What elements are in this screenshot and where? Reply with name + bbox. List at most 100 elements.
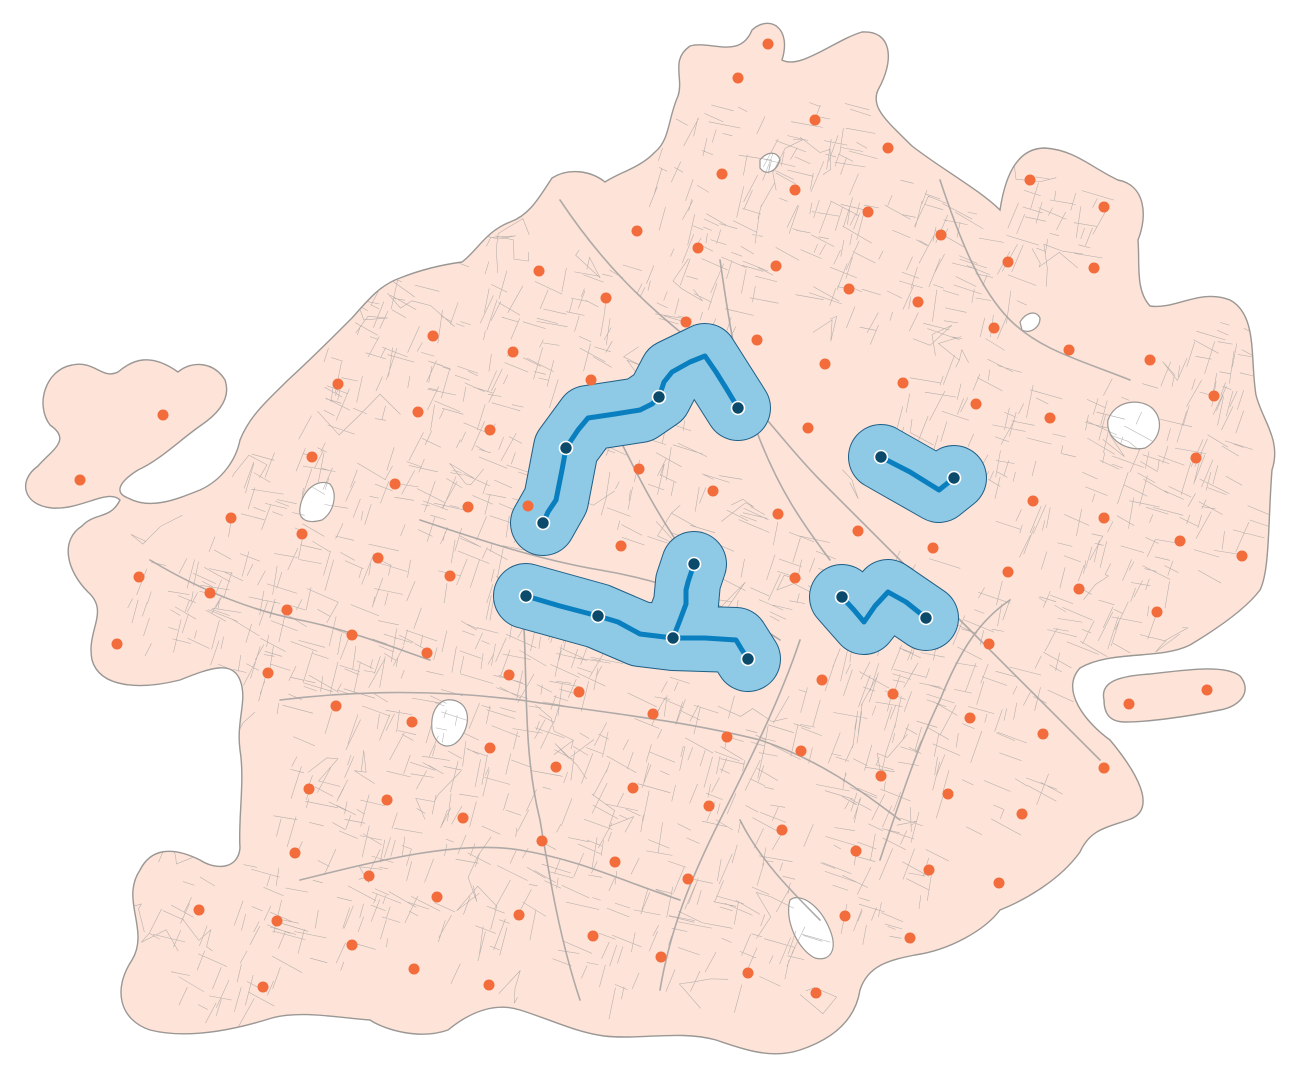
station-marker[interactable] bbox=[703, 800, 715, 812]
station-marker[interactable] bbox=[927, 542, 939, 554]
station-marker[interactable] bbox=[983, 638, 995, 650]
station-marker[interactable] bbox=[1063, 344, 1075, 356]
station-marker[interactable] bbox=[1098, 201, 1110, 213]
station-marker[interactable] bbox=[507, 346, 519, 358]
station-marker[interactable] bbox=[522, 500, 534, 512]
station-marker[interactable] bbox=[1002, 256, 1014, 268]
station-marker[interactable] bbox=[721, 731, 733, 743]
station-marker[interactable] bbox=[627, 782, 639, 794]
route-stop-marker[interactable] bbox=[740, 651, 756, 667]
station-marker[interactable] bbox=[330, 700, 342, 712]
station-marker[interactable] bbox=[372, 552, 384, 564]
station-marker[interactable] bbox=[133, 571, 145, 583]
station-marker[interactable] bbox=[819, 358, 831, 370]
station-marker[interactable] bbox=[332, 378, 344, 390]
station-marker[interactable] bbox=[850, 845, 862, 857]
station-marker[interactable] bbox=[363, 870, 375, 882]
station-marker[interactable] bbox=[536, 835, 548, 847]
route-stop-marker[interactable] bbox=[873, 449, 889, 465]
station-marker[interactable] bbox=[1208, 390, 1220, 402]
station-marker[interactable] bbox=[271, 915, 283, 927]
station-marker[interactable] bbox=[1016, 808, 1028, 820]
station-marker[interactable] bbox=[935, 229, 947, 241]
route-stop-marker[interactable] bbox=[518, 588, 534, 604]
station-marker[interactable] bbox=[923, 864, 935, 876]
station-marker[interactable] bbox=[839, 910, 851, 922]
station-marker[interactable] bbox=[988, 322, 1000, 334]
station-marker[interactable] bbox=[225, 512, 237, 524]
station-marker[interactable] bbox=[810, 987, 822, 999]
station-marker[interactable] bbox=[431, 891, 443, 903]
station-marker[interactable] bbox=[904, 932, 916, 944]
station-marker[interactable] bbox=[550, 761, 562, 773]
station-marker[interactable] bbox=[993, 877, 1005, 889]
station-marker[interactable] bbox=[296, 528, 308, 540]
station-marker[interactable] bbox=[843, 283, 855, 295]
route-stop-marker[interactable] bbox=[535, 515, 551, 531]
station-marker[interactable] bbox=[862, 206, 874, 218]
station-marker[interactable] bbox=[600, 292, 612, 304]
station-marker[interactable] bbox=[421, 647, 433, 659]
station-marker[interactable] bbox=[795, 745, 807, 757]
station-marker[interactable] bbox=[887, 688, 899, 700]
station-marker[interactable] bbox=[970, 398, 982, 410]
station-marker[interactable] bbox=[770, 260, 782, 272]
station-marker[interactable] bbox=[585, 374, 597, 386]
station-marker[interactable] bbox=[389, 478, 401, 490]
station-marker[interactable] bbox=[707, 485, 719, 497]
station-marker[interactable] bbox=[381, 794, 393, 806]
station-marker[interactable] bbox=[647, 708, 659, 720]
station-marker[interactable] bbox=[262, 667, 274, 679]
station-marker[interactable] bbox=[615, 540, 627, 552]
station-marker[interactable] bbox=[427, 330, 439, 342]
station-marker[interactable] bbox=[682, 873, 694, 885]
station-marker[interactable] bbox=[942, 788, 954, 800]
station-marker[interactable] bbox=[484, 742, 496, 754]
station-marker[interactable] bbox=[412, 406, 424, 418]
route-stop-marker[interactable] bbox=[665, 630, 681, 646]
station-marker[interactable] bbox=[462, 501, 474, 513]
station-marker[interactable] bbox=[1073, 583, 1085, 595]
station-marker[interactable] bbox=[1044, 412, 1056, 424]
station-marker[interactable] bbox=[406, 716, 418, 728]
station-marker[interactable] bbox=[1024, 174, 1036, 186]
station-marker[interactable] bbox=[809, 114, 821, 126]
station-marker[interactable] bbox=[789, 184, 801, 196]
station-marker[interactable] bbox=[573, 686, 585, 698]
station-marker[interactable] bbox=[875, 770, 887, 782]
station-marker[interactable] bbox=[289, 847, 301, 859]
station-marker[interactable] bbox=[346, 939, 358, 951]
station-marker[interactable] bbox=[1037, 728, 1049, 740]
station-marker[interactable] bbox=[533, 265, 545, 277]
station-marker[interactable] bbox=[513, 909, 525, 921]
station-marker[interactable] bbox=[1088, 262, 1100, 274]
station-marker[interactable] bbox=[587, 930, 599, 942]
station-marker[interactable] bbox=[1201, 684, 1213, 696]
station-marker[interactable] bbox=[1002, 566, 1014, 578]
station-marker[interactable] bbox=[1236, 550, 1248, 562]
station-marker[interactable] bbox=[897, 377, 909, 389]
route-stop-marker[interactable] bbox=[686, 556, 702, 572]
station-marker[interactable] bbox=[483, 979, 495, 991]
route-stop-marker[interactable] bbox=[834, 589, 850, 605]
station-marker[interactable] bbox=[257, 981, 269, 993]
station-marker[interactable] bbox=[1190, 452, 1202, 464]
station-marker[interactable] bbox=[912, 296, 924, 308]
station-marker[interactable] bbox=[680, 316, 692, 328]
station-marker[interactable] bbox=[303, 783, 315, 795]
station-marker[interactable] bbox=[732, 72, 744, 84]
station-marker[interactable] bbox=[346, 629, 358, 641]
route-stop-marker[interactable] bbox=[590, 608, 606, 624]
station-marker[interactable] bbox=[1174, 535, 1186, 547]
station-marker[interactable] bbox=[204, 587, 216, 599]
station-marker[interactable] bbox=[1098, 512, 1110, 524]
station-marker[interactable] bbox=[692, 242, 704, 254]
station-marker[interactable] bbox=[157, 409, 169, 421]
station-marker[interactable] bbox=[1151, 606, 1163, 618]
station-marker[interactable] bbox=[1027, 495, 1039, 507]
station-marker[interactable] bbox=[776, 824, 788, 836]
station-marker[interactable] bbox=[964, 712, 976, 724]
station-marker[interactable] bbox=[631, 225, 643, 237]
station-marker[interactable] bbox=[444, 570, 456, 582]
